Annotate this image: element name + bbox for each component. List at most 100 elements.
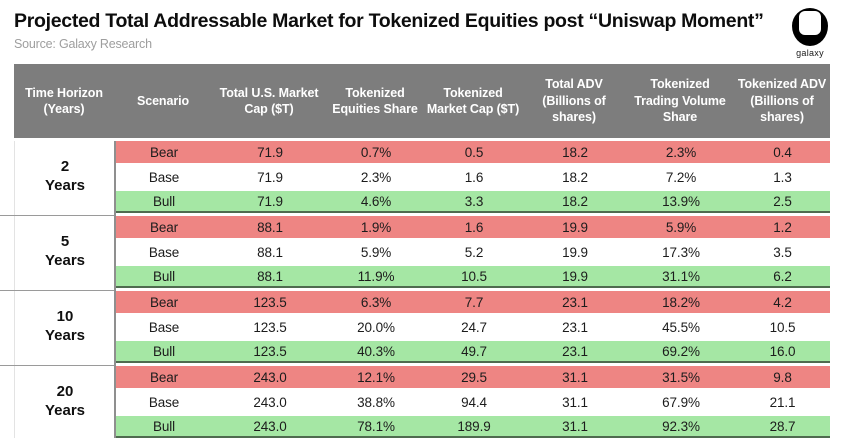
value-cell: 2.5	[735, 191, 830, 213]
value-cell: 1.6	[425, 166, 523, 188]
value-cell: 31.1	[523, 416, 627, 438]
value-cell: 78.1%	[327, 416, 425, 438]
value-cell: 189.9	[425, 416, 523, 438]
value-cell: 20.0%	[327, 316, 425, 338]
value-cell: 18.2%	[627, 291, 735, 313]
value-cell: 31.1%	[627, 266, 735, 288]
value-cell: 31.1	[523, 391, 627, 413]
time-horizon-line: Years	[44, 177, 86, 194]
scenario-cell: Bull	[115, 266, 213, 288]
value-cell: 71.9	[213, 166, 327, 188]
value-cell: 13.9%	[627, 191, 735, 213]
value-cell: 9.8	[735, 366, 830, 388]
scenario-cell: Base	[115, 166, 213, 188]
value-cell: 1.6	[425, 216, 523, 238]
year-group-2-years: 2 Years Bear 71.9 0.7% 0.5 18.2 2.3% 0.4 Base 71.9…	[0, 141, 830, 216]
page-title: Projected Total Addressable Market for T…	[14, 10, 764, 32]
value-cell: 88.1	[213, 266, 327, 288]
scenario-cell: Bull	[115, 416, 213, 438]
year-group-10-years: 10 Years Bear 123.5 6.3% 7.7 23.1 18.2% 4.2 Base 1…	[0, 291, 830, 366]
value-cell: 3.5	[735, 241, 830, 263]
value-cell: 6.2	[735, 266, 830, 288]
value-cell: 71.9	[213, 191, 327, 213]
value-cell: 19.9	[523, 216, 627, 238]
value-cell: 17.3%	[627, 241, 735, 263]
table-header-row: Time Horizon (Years) Scenario Total U.S.…	[14, 64, 830, 138]
scenario-cell: Bear	[115, 216, 213, 238]
time-horizon-cell: 20 Years	[15, 366, 115, 438]
column-header-tokenized-market-cap: Tokenized Market Cap ($T)	[426, 85, 520, 117]
scenario-cell: Bull	[115, 191, 213, 213]
value-cell: 12.1%	[327, 366, 425, 388]
column-header-scenario: Scenario	[136, 93, 189, 108]
scenario-cell: Base	[115, 316, 213, 338]
scenario-cell: Base	[115, 391, 213, 413]
value-cell: 1.2	[735, 216, 830, 238]
value-cell: 18.2	[523, 191, 627, 213]
value-cell: 0.7%	[327, 141, 425, 163]
value-cell: 67.9%	[627, 391, 735, 413]
scenario-cell: Bear	[115, 366, 213, 388]
value-cell: 2.3%	[327, 166, 425, 188]
value-cell: 88.1	[213, 216, 327, 238]
value-cell: 123.5	[213, 316, 327, 338]
time-horizon-line: Years	[44, 327, 86, 344]
year-group-5-years: 5 Years Bear 88.1 1.9% 1.6 19.9 5.9% 1.2 Base 88.1…	[0, 216, 830, 291]
value-cell: 3.3	[425, 191, 523, 213]
value-cell: 23.1	[523, 291, 627, 313]
value-cell: 11.9%	[327, 266, 425, 288]
time-horizon-line: 20	[56, 383, 74, 401]
value-cell: 31.1	[523, 366, 627, 388]
value-cell: 38.8%	[327, 391, 425, 413]
time-horizon-line: 2	[60, 158, 70, 176]
value-cell: 24.7	[425, 316, 523, 338]
value-cell: 0.5	[425, 141, 523, 163]
value-cell: 31.5%	[627, 366, 735, 388]
value-cell: 21.1	[735, 391, 830, 413]
value-cell: 243.0	[213, 366, 327, 388]
scenario-cell: Bear	[115, 141, 213, 163]
time-horizon-cell: 10 Years	[0, 291, 115, 366]
galaxy-logo-icon-hole	[799, 11, 821, 35]
value-cell: 88.1	[213, 241, 327, 263]
value-cell: 71.9	[213, 141, 327, 163]
value-cell: 123.5	[213, 291, 327, 313]
value-cell: 5.9%	[627, 216, 735, 238]
value-cell: 7.7	[425, 291, 523, 313]
value-cell: 5.2	[425, 241, 523, 263]
value-cell: 6.3%	[327, 291, 425, 313]
value-cell: 18.2	[523, 166, 627, 188]
time-horizon-line: Years	[44, 402, 86, 419]
value-cell: 1.9%	[327, 216, 425, 238]
value-cell: 49.7	[425, 341, 523, 363]
table-body: 2 Years Bear 71.9 0.7% 0.5 18.2 2.3% 0.4 Base 71.9…	[0, 141, 830, 438]
value-cell: 10.5	[735, 316, 830, 338]
value-cell: 45.5%	[627, 316, 735, 338]
scenario-cell: Base	[115, 241, 213, 263]
time-horizon-line: 5	[60, 233, 70, 251]
value-cell: 10.5	[425, 266, 523, 288]
value-cell: 69.2%	[627, 341, 735, 363]
value-cell: 2.3%	[627, 141, 735, 163]
column-header-total-us-market-cap: Total U.S. Market Cap ($T)	[219, 85, 319, 117]
column-header-tokenized-equities-share: Tokenized Equities Share	[332, 85, 418, 117]
value-cell: 7.2%	[627, 166, 735, 188]
scenario-cell: Bear	[115, 291, 213, 313]
value-cell: 29.5	[425, 366, 523, 388]
scenario-cell: Bull	[115, 341, 213, 363]
value-cell: 243.0	[213, 416, 327, 438]
value-cell: 4.2	[735, 291, 830, 313]
column-header-time-horizon: Time Horizon (Years)	[25, 85, 103, 117]
value-cell: 23.1	[523, 341, 627, 363]
value-cell: 40.3%	[327, 341, 425, 363]
column-header-tokenized-adv: Tokenized ADV (Billions of shares)	[737, 77, 827, 125]
value-cell: 16.0	[735, 341, 830, 363]
time-horizon-cell: 2 Years	[0, 141, 115, 216]
value-cell: 123.5	[213, 341, 327, 363]
year-group-20-years: 20 Years Bear 243.0 12.1% 29.5 31.1 31.5% 9.8 Bas…	[15, 366, 830, 438]
column-header-total-adv: Total ADV (Billions of shares)	[542, 77, 606, 125]
value-cell: 243.0	[213, 391, 327, 413]
value-cell: 5.9%	[327, 241, 425, 263]
source-label: Source: Galaxy Research	[14, 37, 152, 51]
